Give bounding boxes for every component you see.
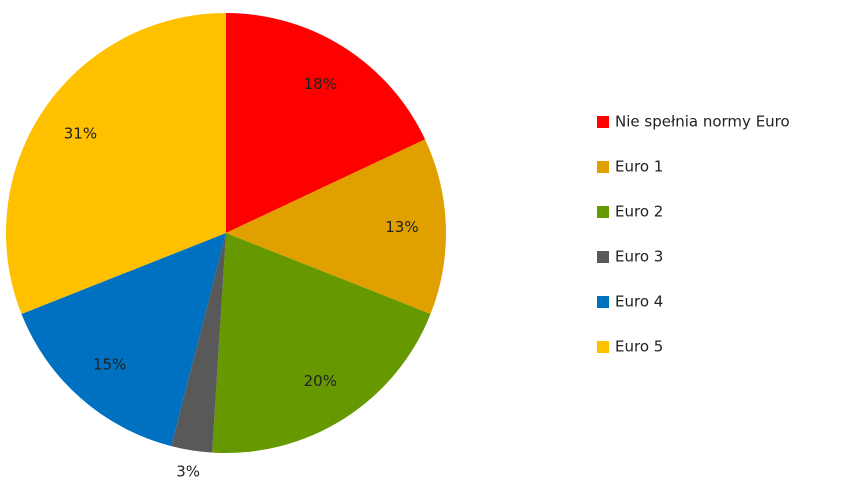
pie-slice bbox=[226, 13, 426, 233]
pie-slice bbox=[171, 233, 226, 453]
pie-slice bbox=[5, 13, 226, 314]
legend-swatch bbox=[597, 161, 609, 173]
data-label: 31% bbox=[64, 125, 97, 143]
legend-label: Euro 4 bbox=[615, 293, 663, 311]
legend-swatch bbox=[597, 116, 609, 128]
legend-label: Euro 5 bbox=[615, 338, 663, 356]
legend-label: Euro 1 bbox=[615, 158, 663, 176]
legend-label: Euro 2 bbox=[615, 203, 663, 221]
data-label: 15% bbox=[93, 356, 126, 374]
legend-swatch bbox=[597, 341, 609, 353]
legend-swatch bbox=[597, 206, 609, 218]
data-label: 3% bbox=[176, 463, 200, 481]
pie-slice bbox=[212, 233, 431, 454]
pie-slice bbox=[21, 233, 226, 447]
legend-swatch bbox=[597, 251, 609, 263]
pie-slice bbox=[226, 139, 446, 314]
legend-label: Nie spełnia normy Euro bbox=[615, 113, 790, 131]
data-label: 18% bbox=[304, 75, 337, 93]
data-label: 13% bbox=[385, 218, 418, 236]
legend-swatch bbox=[597, 296, 609, 308]
data-label: 20% bbox=[304, 372, 337, 390]
legend-label: Euro 3 bbox=[615, 248, 663, 266]
